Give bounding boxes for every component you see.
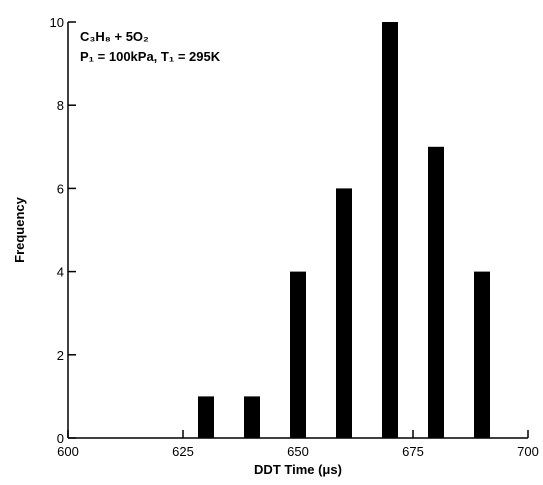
annotation: C₃H₈ + 5O₂ — [80, 29, 149, 44]
bar — [336, 188, 352, 438]
y-tick-label: 2 — [57, 348, 64, 363]
y-tick-label: 8 — [57, 98, 64, 113]
x-tick-label: 600 — [57, 444, 79, 459]
x-tick-label: 650 — [287, 444, 309, 459]
bar — [382, 22, 398, 438]
bar — [474, 271, 490, 438]
x-axis-label: DDT Time (μs) — [254, 462, 342, 477]
x-tick-label: 700 — [517, 444, 539, 459]
y-tick-label: 6 — [57, 181, 64, 196]
y-tick-label: 0 — [57, 431, 64, 446]
bar — [428, 146, 444, 439]
bar — [244, 396, 260, 438]
x-tick-label: 675 — [402, 444, 424, 459]
bar — [290, 271, 306, 438]
y-tick-label: 4 — [57, 265, 64, 280]
annotation: P₁ = 100kPa, T₁ = 295K — [80, 49, 221, 64]
y-tick-label: 10 — [50, 15, 64, 30]
bar — [198, 396, 214, 438]
y-axis-label: Frequency — [12, 196, 27, 263]
x-tick-label: 625 — [172, 444, 194, 459]
